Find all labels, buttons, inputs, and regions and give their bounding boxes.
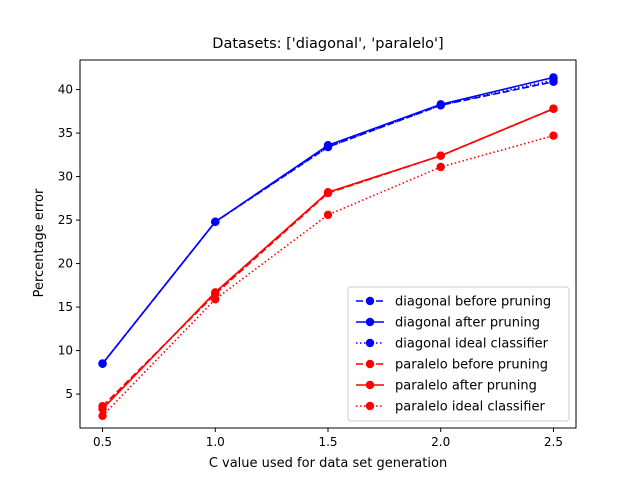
y-tick-label-6: 35 (58, 126, 73, 140)
data-point-5-1 (211, 295, 220, 304)
data-point-4-1 (211, 288, 220, 297)
legend-marker-5 (365, 401, 375, 411)
legend-marker-2 (365, 338, 375, 348)
series-line-5 (101, 134, 554, 417)
data-point-5-4 (549, 131, 558, 140)
legend-label-4: paralelo after pruning (395, 379, 537, 394)
data-point-2-4 (549, 75, 558, 85)
y-tick-label-1: 10 (58, 344, 73, 358)
y-tick-label-7: 40 (58, 83, 73, 97)
x-tick-label-1: 1.0 (206, 435, 225, 449)
y-tick-label-4: 25 (58, 213, 73, 227)
y-axis-label: Percentage error (32, 188, 47, 297)
x-tick-label-2: 1.5 (318, 435, 337, 449)
y-tick-label-3: 20 (58, 257, 73, 271)
data-point-2-2 (323, 142, 333, 152)
legend-marker-1 (365, 317, 375, 327)
chart-title: Datasets: ['diagonal', 'paralelo'] (212, 36, 443, 52)
y-tick-label-0: 5 (65, 387, 73, 401)
data-point-4-3 (436, 151, 445, 160)
legend-marker-4 (365, 380, 375, 390)
legend-label-0: diagonal before pruning (395, 295, 551, 310)
legend-label-5: paralelo ideal classifier (395, 400, 545, 415)
y-tick-label-5: 30 (58, 170, 73, 184)
data-point-4-4 (549, 104, 558, 113)
legend-label-1: diagonal after pruning (395, 316, 540, 331)
legend-marker-0 (365, 296, 375, 306)
data-point-2-0 (98, 359, 107, 368)
legend-box (347, 286, 570, 422)
data-point-4-2 (323, 188, 333, 197)
legend-label-2: diagonal ideal classifier (395, 337, 549, 352)
x-axis-label: C value used for data set generation (209, 456, 447, 471)
legend-marker-3 (365, 359, 375, 369)
legend-label-3: paralelo before pruning (395, 358, 548, 373)
data-point-4-0 (98, 404, 107, 414)
x-tick-label-4: 2.5 (544, 435, 563, 449)
data-point-5-2 (323, 210, 333, 220)
plot-area (98, 73, 558, 421)
x-tick-label-0: 0.5 (93, 435, 112, 449)
x-tick-label-3: 2.0 (431, 435, 450, 449)
data-point-5-3 (436, 162, 445, 172)
axes: 0.5 1.0 1.5 2.0 2.5 5 10 15 20 25 30 35 40 (58, 59, 577, 449)
data-point-5-0 (98, 411, 107, 421)
legend: diagonal before pruning diagonal after pr… (347, 286, 570, 422)
data-point-2-1 (211, 217, 220, 227)
data-point-2-3 (436, 101, 445, 110)
y-tick-label-2: 15 (58, 300, 73, 314)
